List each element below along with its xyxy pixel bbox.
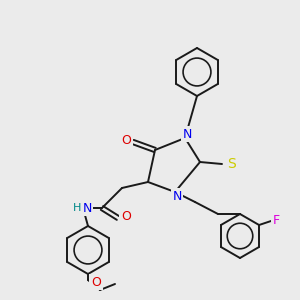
Text: O: O — [121, 134, 131, 148]
Text: O: O — [121, 209, 131, 223]
Text: N: N — [82, 202, 92, 214]
Text: H: H — [73, 203, 81, 213]
Text: N: N — [182, 128, 192, 140]
Text: F: F — [272, 214, 280, 227]
Text: N: N — [172, 190, 182, 202]
Text: S: S — [226, 157, 236, 171]
Text: O: O — [91, 275, 101, 289]
